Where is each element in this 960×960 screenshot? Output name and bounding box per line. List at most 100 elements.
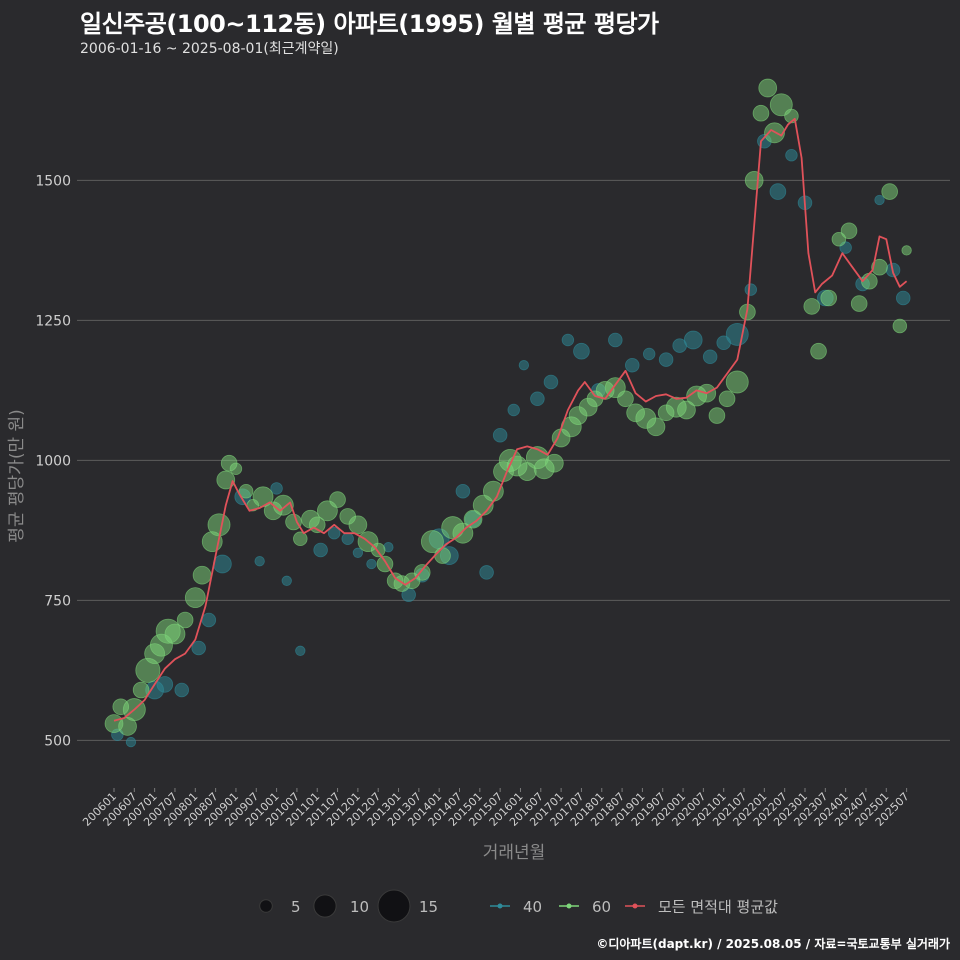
legend-size-label: 10 <box>350 898 369 916</box>
y-axis-ticks: 500 750 1000 1250 1500 <box>35 173 71 749</box>
legend-color-label: 40 <box>523 898 542 916</box>
point-60 <box>871 258 888 276</box>
point-60 <box>184 587 206 608</box>
point-40 <box>156 676 174 693</box>
point-60 <box>544 453 564 473</box>
y-axis-title: 평균 평당가(만 원) <box>7 409 27 543</box>
point-60 <box>881 183 898 200</box>
point-60 <box>718 390 736 408</box>
point-60 <box>285 513 302 531</box>
point-40 <box>518 360 530 371</box>
point-60 <box>420 530 444 554</box>
legend-size-label: 5 <box>291 898 301 916</box>
point-40 <box>281 575 292 586</box>
source-caption: ©디아파트(dapt.kr) / 2025.08.05 / 자료=국토교통부 실… <box>596 937 950 951</box>
point-60 <box>482 480 504 502</box>
chart-title: 일신주공(100~112동) 아파트(1995) 월별 평균 평당가 <box>80 10 659 38</box>
point-60 <box>176 611 194 629</box>
point-40 <box>702 349 718 365</box>
legend-color-dot <box>497 903 503 909</box>
point-60 <box>861 272 878 290</box>
legend-color-label: 60 <box>592 898 611 916</box>
y-tick-label: 1000 <box>35 453 71 469</box>
point-60 <box>293 531 308 547</box>
point-40 <box>608 332 623 348</box>
point-40 <box>352 547 364 558</box>
point-40 <box>479 565 494 580</box>
y-tick-label: 1500 <box>35 173 71 189</box>
chart-subtitle: 2006-01-16 ~ 2025-08-01(최근계약일) <box>80 41 339 57</box>
point-60 <box>646 417 666 437</box>
point-60 <box>452 522 474 544</box>
point-60 <box>708 407 726 424</box>
point-60 <box>413 564 431 581</box>
legend-color-dot <box>566 903 572 909</box>
point-60 <box>769 93 793 117</box>
point-40 <box>201 612 217 628</box>
point-40 <box>254 556 265 567</box>
point-60 <box>752 104 770 122</box>
point-40 <box>366 558 377 570</box>
point-40 <box>769 183 787 200</box>
point-40 <box>561 333 575 347</box>
legend-size-key <box>313 894 337 918</box>
point-40 <box>327 527 341 540</box>
point-40 <box>895 290 911 306</box>
x-axis-title: 거래년월 <box>483 843 546 863</box>
point-60 <box>132 681 150 699</box>
y-tick-label: 750 <box>44 593 71 609</box>
point-40 <box>530 391 545 407</box>
point-60 <box>744 171 764 190</box>
point-40 <box>744 283 758 296</box>
point-60 <box>803 298 821 315</box>
point-60 <box>434 547 451 564</box>
point-40 <box>543 374 559 390</box>
average-line <box>113 117 908 722</box>
point-60 <box>216 470 236 490</box>
point-60 <box>229 462 243 476</box>
legend-size-label: 15 <box>419 898 438 916</box>
point-60 <box>617 390 634 408</box>
point-40 <box>174 682 189 698</box>
point-40 <box>874 194 885 206</box>
point-40 <box>341 532 354 546</box>
point-60 <box>758 78 778 98</box>
point-40 <box>191 640 206 656</box>
point-40 <box>295 645 306 656</box>
point-40 <box>658 352 674 367</box>
x-axis-ticks: 2006012006072007012007072008012008072009… <box>80 788 912 829</box>
point-40 <box>313 542 328 558</box>
point-40 <box>683 330 703 350</box>
point-40 <box>125 736 137 748</box>
legend-color-label: 모든 면적대 평균값 <box>658 898 778 916</box>
grid-lines <box>77 179 950 741</box>
point-40 <box>455 483 471 499</box>
point-40 <box>624 357 640 373</box>
point-60 <box>810 342 827 360</box>
point-60 <box>892 318 908 334</box>
point-60 <box>238 483 254 499</box>
legend: 5 10 15 40 60 모든 면적대 평균값 <box>259 889 778 923</box>
point-40 <box>642 347 656 361</box>
point-60 <box>725 370 749 394</box>
point-60 <box>840 222 858 240</box>
point-60 <box>329 491 346 508</box>
point-60 <box>207 513 231 537</box>
legend-size-key <box>259 899 273 913</box>
point-40 <box>785 148 798 162</box>
point-40 <box>725 322 749 346</box>
point-60 <box>192 565 212 585</box>
point-60 <box>348 515 368 535</box>
point-60 <box>164 623 186 645</box>
series-40-points <box>111 133 911 748</box>
point-40 <box>213 554 232 574</box>
legend-color-dot <box>632 903 638 909</box>
point-40 <box>492 427 508 443</box>
y-tick-label: 1250 <box>35 313 71 329</box>
point-60 <box>850 295 868 312</box>
average-line-path <box>113 117 908 722</box>
point-60 <box>820 289 838 307</box>
legend-size-key <box>377 889 411 923</box>
point-60 <box>831 231 847 247</box>
